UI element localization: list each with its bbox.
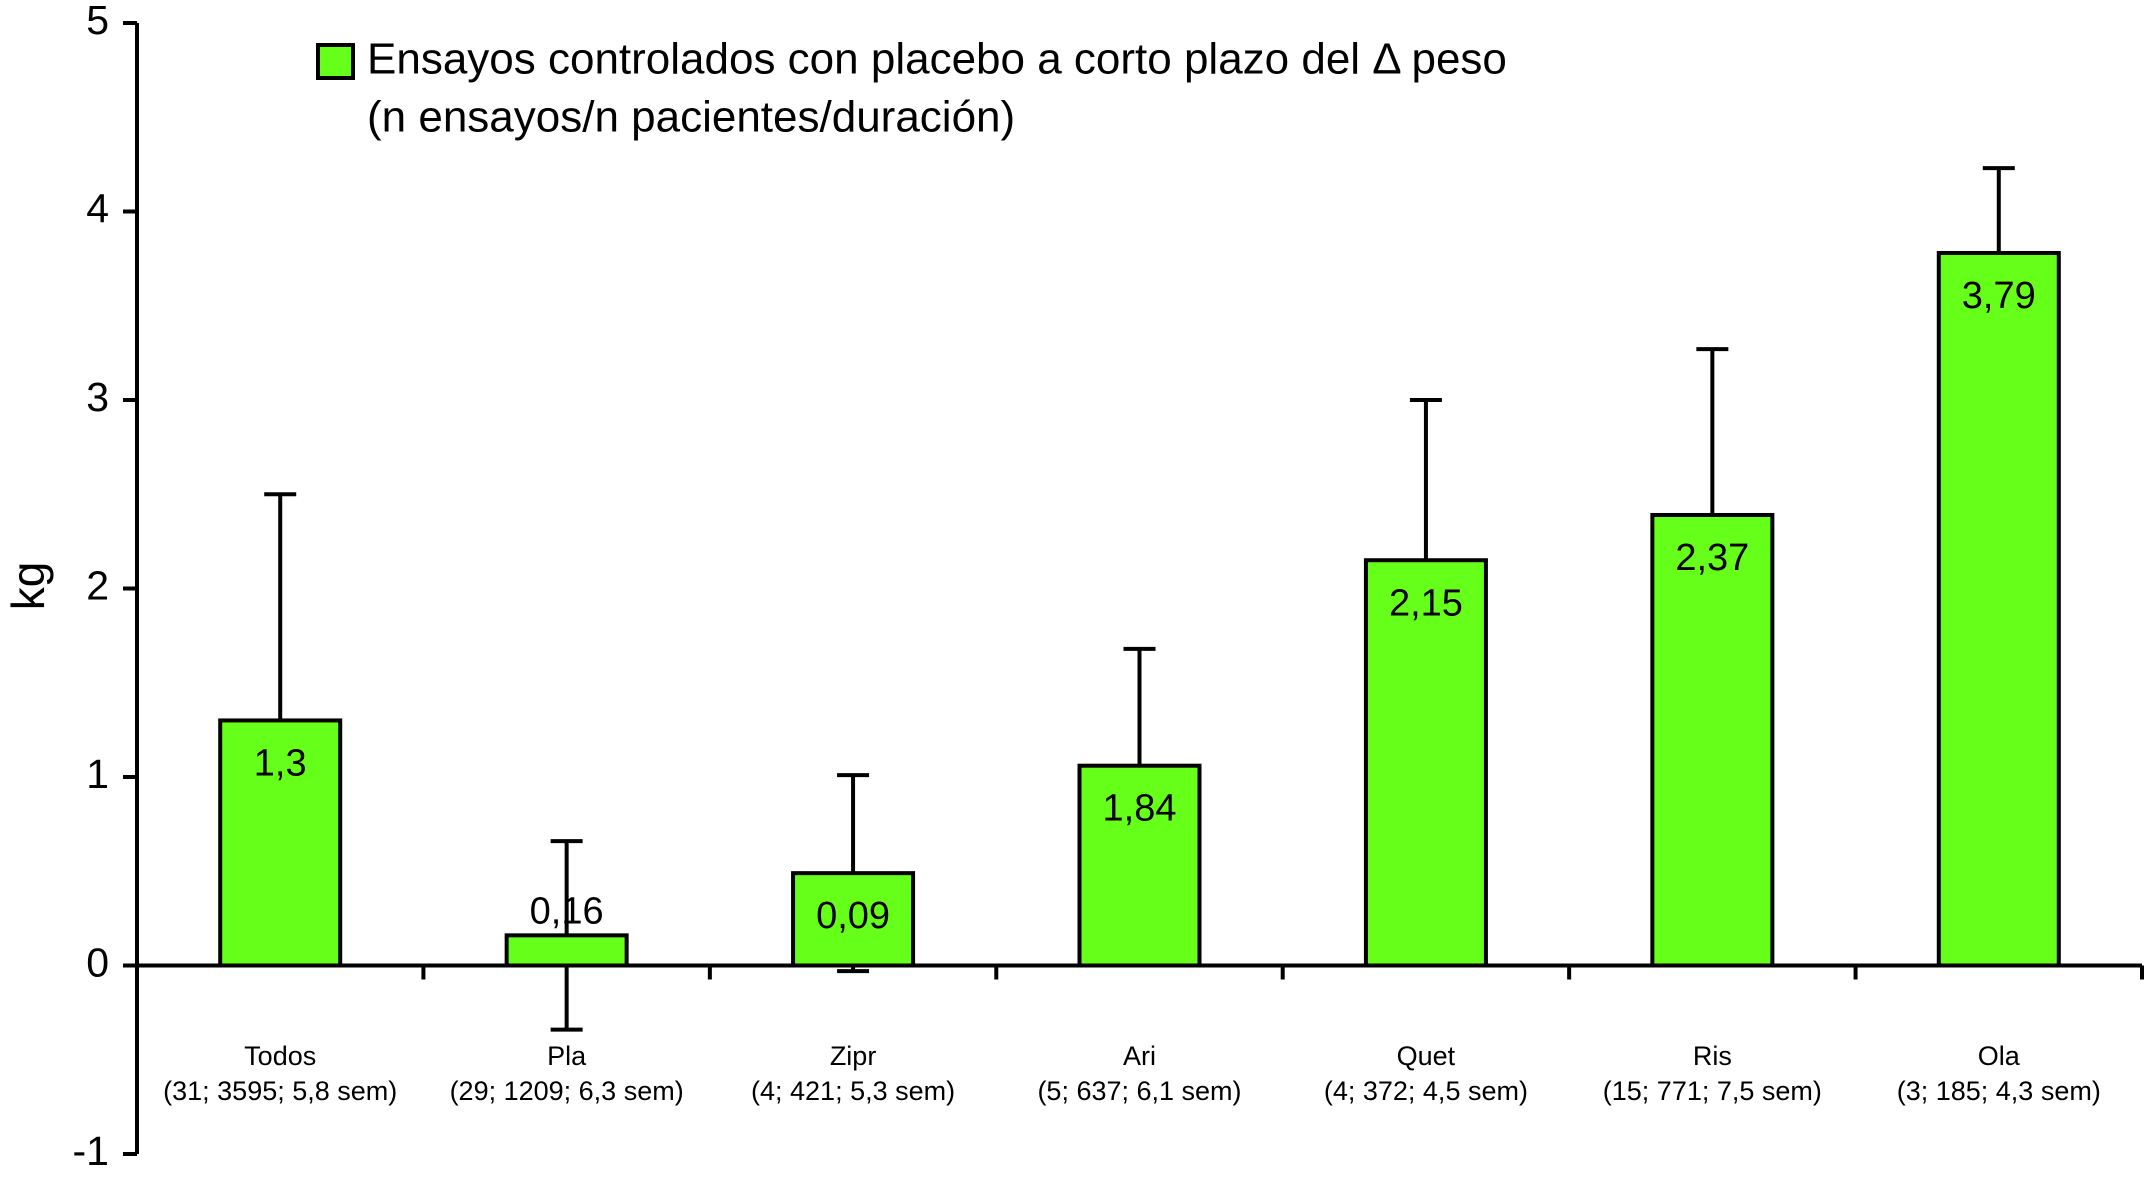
bar <box>504 933 629 968</box>
bar-label: 3,79 <box>1962 275 2036 317</box>
x-tick-label: Quet <box>1397 1041 1456 1071</box>
bar <box>1650 512 1775 968</box>
x-tick-detail: (29; 1209; 6,3 sem) <box>450 1076 684 1106</box>
x-tick-label: Ola <box>1978 1041 2021 1071</box>
legend-label: Ensayos controlados con placebo a corto … <box>367 35 1507 84</box>
x-tick-label: Pla <box>547 1041 587 1071</box>
y-tick-label: 2 <box>86 562 109 608</box>
bar <box>1936 250 2061 968</box>
y-tick-label: 3 <box>86 374 109 420</box>
bar-label: 0,16 <box>530 890 604 932</box>
y-tick-label: 0 <box>86 939 109 985</box>
y-tick-label: 4 <box>86 185 109 231</box>
bar <box>1363 558 1488 968</box>
bar-label: 2,37 <box>1675 537 1749 579</box>
x-tick-detail: (4; 421; 5,3 sem) <box>751 1076 955 1106</box>
x-tick-detail: (31; 3595; 5,8 sem) <box>163 1076 397 1106</box>
bar-label: 1,3 <box>254 742 307 784</box>
bar-label: 1,84 <box>1103 788 1177 830</box>
y-axis-label: kg <box>2 562 54 611</box>
x-tick-label: Zipr <box>830 1041 877 1071</box>
y-tick-label: 1 <box>86 751 109 797</box>
bar-label: 0,09 <box>816 895 890 937</box>
x-tick-detail: (4; 372; 4,5 sem) <box>1324 1076 1528 1106</box>
y-tick-label: 5 <box>86 0 109 43</box>
x-tick-detail: (3; 185; 4,3 sem) <box>1897 1076 2101 1106</box>
bar-label: 2,15 <box>1389 582 1463 624</box>
x-tick-label: Todos <box>244 1041 316 1071</box>
legend-label: (n ensayos/n pacientes/duración) <box>367 93 1015 142</box>
legend-swatch <box>316 43 355 80</box>
y-tick-label: -1 <box>73 1128 109 1174</box>
x-tick-label: Ari <box>1123 1041 1156 1071</box>
x-tick-detail: (15; 771; 7,5 sem) <box>1603 1076 1822 1106</box>
x-tick-detail: (5; 637; 6,1 sem) <box>1037 1076 1241 1106</box>
x-tick-label: Ris <box>1693 1041 1732 1071</box>
